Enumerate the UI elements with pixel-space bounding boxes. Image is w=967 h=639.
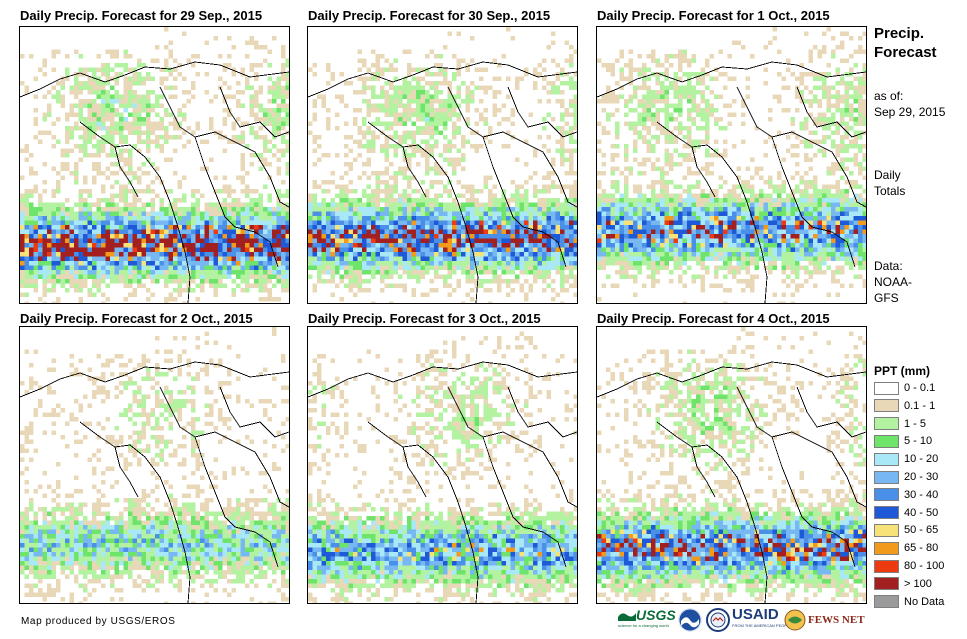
legend-swatch xyxy=(874,595,899,609)
legend-item: 1 - 5 xyxy=(874,416,926,432)
legend-item: 20 - 30 xyxy=(874,469,938,485)
legend-label: 5 - 10 xyxy=(904,435,933,448)
legend-swatch xyxy=(874,417,899,431)
legend-label: 20 - 30 xyxy=(904,471,939,483)
forecast-map-3 xyxy=(596,26,867,304)
forecast-map-2 xyxy=(307,26,578,304)
legend-label: 80 - 100 xyxy=(904,560,945,572)
legend-swatch xyxy=(874,506,899,520)
panel-title-3: Daily Precip. Forecast for 1 Oct., 2015 xyxy=(597,8,830,23)
as-of-label: as of: xyxy=(874,89,904,103)
usaid-logo-text: USAID xyxy=(732,606,779,623)
legend-item: 10 - 20 xyxy=(874,451,938,467)
data-source-line2: NOAA- xyxy=(874,275,913,289)
precip-raster xyxy=(597,27,866,303)
precip-raster xyxy=(308,27,577,303)
panel-title-2: Daily Precip. Forecast for 30 Sep., 2015 xyxy=(308,8,551,23)
daily-totals-block: Daily Totals xyxy=(874,167,905,199)
usaid-logo: USAID FROM THE AMERICAN PEOPLE xyxy=(732,607,792,633)
sidebar-title-line1: Precip. xyxy=(874,25,925,42)
precip-raster xyxy=(20,327,289,603)
legend-swatch xyxy=(874,381,899,395)
precip-raster xyxy=(597,327,866,603)
legend-label: No Data xyxy=(904,595,945,608)
legend-swatch xyxy=(874,523,899,537)
fewsnet-globe-icon xyxy=(784,609,806,631)
forecast-map-4 xyxy=(19,326,290,604)
legend-swatch xyxy=(874,434,899,448)
legend-swatch xyxy=(874,559,899,573)
usgs-wave-icon xyxy=(618,613,636,621)
legend-item: 40 - 50 xyxy=(874,505,938,521)
usgs-logo: USGS science for a changing world xyxy=(618,607,676,633)
as-of-date: Sep 29, 2015 xyxy=(874,105,946,119)
legend-label: 0.1 - 1 xyxy=(904,399,936,412)
legend-item: 30 - 40 xyxy=(874,487,938,503)
legend-swatch xyxy=(874,488,899,502)
legend-item: 0 - 0.1 xyxy=(874,380,935,396)
panel-title-4: Daily Precip. Forecast for 2 Oct., 2015 xyxy=(20,311,253,326)
map-credit: Map produced by USGS/EROS xyxy=(21,616,176,627)
data-source-block: Data: NOAA- GFS xyxy=(874,258,912,306)
legend-swatch xyxy=(874,399,899,413)
sidebar-title-line2: Forecast xyxy=(874,44,937,61)
legend-item: 5 - 10 xyxy=(874,433,932,449)
noaa-logo xyxy=(678,607,702,633)
legend-label: 40 - 50 xyxy=(904,506,939,519)
legend-label: 65 - 80 xyxy=(904,542,939,555)
legend-swatch xyxy=(874,470,899,484)
legend-label: 30 - 40 xyxy=(904,488,939,501)
legend-label: 1 - 5 xyxy=(904,417,927,430)
legend-label: 10 - 20 xyxy=(904,453,939,466)
usaid-tagline: FROM THE AMERICAN PEOPLE xyxy=(732,623,792,628)
legend-title: PPT (mm) xyxy=(874,364,931,378)
as-of-block: as of: Sep 29, 2015 xyxy=(874,88,945,120)
legend-item: > 100 xyxy=(874,576,932,592)
legend-label: 50 - 65 xyxy=(904,524,939,537)
daily-totals-line2: Totals xyxy=(874,184,906,198)
noaa-emblem-icon xyxy=(678,608,702,632)
usgs-tagline: science for a changing world xyxy=(618,623,669,628)
sidebar-title: Precip. Forecast xyxy=(874,24,937,62)
fewsnet-logo-text: FEWS NET xyxy=(808,614,865,626)
data-source-line1: Data: xyxy=(874,259,903,273)
legend-item: 50 - 65 xyxy=(874,522,938,538)
forecast-map-5 xyxy=(307,326,578,604)
panel-title-5: Daily Precip. Forecast for 3 Oct., 2015 xyxy=(308,311,541,326)
forecast-map-6 xyxy=(596,326,867,604)
precip-raster xyxy=(308,331,577,603)
legend-swatch xyxy=(874,452,899,466)
legend-swatch xyxy=(874,541,899,555)
forecast-map-1 xyxy=(19,26,290,304)
panel-title-1: Daily Precip. Forecast for 29 Sep., 2015 xyxy=(20,8,263,23)
legend-item: 80 - 100 xyxy=(874,558,944,574)
legend-label: 0 - 0.1 xyxy=(904,382,936,394)
panel-title-6: Daily Precip. Forecast for 4 Oct., 2015 xyxy=(597,311,830,326)
fewsnet-logo: FEWS NET xyxy=(784,607,865,633)
legend-item: 0.1 - 1 xyxy=(874,398,935,414)
daily-totals-line1: Daily xyxy=(874,168,901,182)
precip-raster xyxy=(20,27,289,303)
legend-item: No Data xyxy=(874,594,944,610)
legend-label: > 100 xyxy=(904,577,932,590)
usgs-logo-text: USGS xyxy=(636,607,676,623)
data-source-line3: GFS xyxy=(874,291,899,305)
usaid-seal-icon xyxy=(706,608,730,632)
legend-item: 65 - 80 xyxy=(874,540,938,556)
usaid-seal xyxy=(706,607,730,633)
legend-swatch xyxy=(874,577,899,591)
